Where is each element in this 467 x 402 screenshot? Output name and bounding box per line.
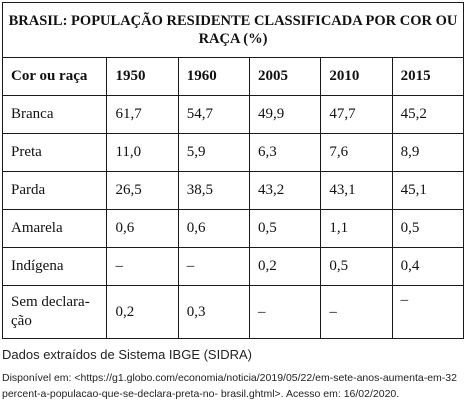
table-cell: 38,5 (177, 171, 251, 210)
table-cell: 0,3 (177, 285, 251, 339)
table-row: Branca 61,7 54,7 49,9 47,7 45,2 (1, 95, 465, 134)
header-cell: Cor ou raça (1, 57, 108, 96)
table-cell: 45,1 (391, 171, 465, 210)
table-cell: 0,4 (391, 247, 465, 286)
table-cell: 43,2 (249, 171, 322, 210)
table-cell: 11,0 (106, 133, 179, 172)
table-cell: 8,9 (391, 133, 465, 172)
table-cell: – (320, 285, 393, 339)
table-cell: 26,5 (106, 171, 179, 210)
table-cell: 47,7 (320, 95, 393, 134)
table-cell: 0,6 (177, 209, 251, 248)
table-cell: 0,6 (106, 209, 179, 248)
table-cell: 49,9 (249, 95, 322, 134)
table-cell: 5,9 (177, 133, 251, 172)
table-cell: 0,5 (391, 209, 465, 248)
table-row: Indígena – – 0,2 0,5 0,4 (1, 247, 465, 286)
table-row: Sem declara- ção 0,2 0,3 – – – (1, 285, 465, 339)
table-row: Preta 11,0 5,9 6,3 7,6 8,9 (1, 133, 465, 172)
row-label: Parda (1, 171, 108, 210)
table-cell: 7,6 (320, 133, 393, 172)
row-label: Sem declara- ção (1, 285, 108, 339)
table-cell: 0,2 (106, 285, 179, 339)
table-cell: – (391, 285, 465, 339)
row-label: Amarela (1, 209, 108, 248)
table-cell: 45,2 (391, 95, 465, 134)
table-row: Parda 26,5 38,5 43,2 43,1 45,1 (1, 171, 465, 210)
row-label: Preta (1, 133, 108, 172)
table-cell: 43,1 (320, 171, 393, 210)
table-cell: 0,5 (320, 247, 393, 286)
table-cell: 6,3 (249, 133, 322, 172)
table-cell: – (106, 247, 179, 286)
table-cell: 0,2 (249, 247, 322, 286)
header-cell: 2015 (391, 57, 465, 96)
table-cell: 61,7 (106, 95, 179, 134)
table-row: Amarela 0,6 0,6 0,5 1,1 0,5 (1, 209, 465, 248)
row-label: Branca (1, 95, 108, 134)
header-cell: 2010 (320, 57, 393, 96)
availability-note: Disponível em: <https://g1.globo.com/eco… (2, 372, 457, 400)
table-cell: 0,5 (249, 209, 322, 248)
header-cell: 2005 (249, 57, 322, 96)
population-table: BRASIL: POPULAÇÃO RESIDENTE CLASSIFICADA… (1, 2, 465, 339)
table-cell: 1,1 (320, 209, 393, 248)
table-cell: 54,7 (177, 95, 251, 134)
header-cell: 1960 (177, 57, 251, 96)
source-note: Dados extraídos de Sistema IBGE (SIDRA) (2, 347, 252, 362)
header-row: Cor ou raça 1950 1960 2005 2010 2015 (1, 57, 465, 96)
table-title: BRASIL: POPULAÇÃO RESIDENTE CLASSIFICADA… (2, 2, 464, 58)
table-cell: – (177, 247, 251, 286)
table-cell: – (249, 285, 322, 339)
row-label: Indígena (1, 247, 108, 286)
data-table-container: BRASIL: POPULAÇÃO RESIDENTE CLASSIFICADA… (1, 2, 465, 339)
header-cell: 1950 (106, 57, 179, 96)
